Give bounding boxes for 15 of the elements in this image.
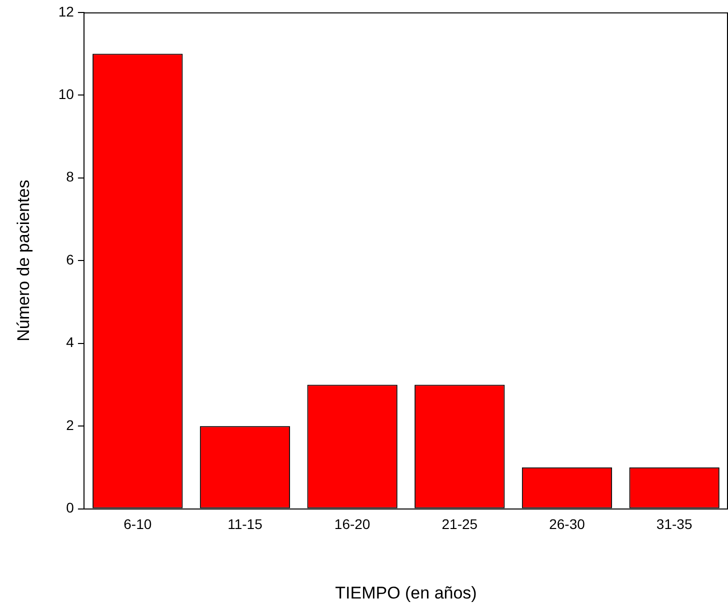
y-tick-label: 8 bbox=[66, 168, 74, 185]
x-axis-title: TIEMPO (en años) bbox=[335, 583, 477, 602]
x-tick-label: 16-20 bbox=[334, 516, 370, 532]
x-tick-label: 6-10 bbox=[124, 516, 152, 532]
y-tick-label: 10 bbox=[58, 86, 74, 102]
x-tick-label: 31-35 bbox=[656, 516, 692, 532]
y-tick-label: 4 bbox=[66, 334, 74, 350]
x-tick-label: 21-25 bbox=[442, 516, 478, 532]
y-axis-title: Número de pacientes bbox=[14, 180, 33, 342]
y-tick-label: 0 bbox=[66, 500, 74, 516]
y-tick-label: 12 bbox=[58, 3, 74, 20]
x-tick-label: 11-15 bbox=[228, 516, 263, 532]
y-tick-label: 6 bbox=[66, 251, 74, 268]
x-tick-label: 26-30 bbox=[549, 516, 586, 532]
y-tick-label: 2 bbox=[66, 416, 74, 433]
